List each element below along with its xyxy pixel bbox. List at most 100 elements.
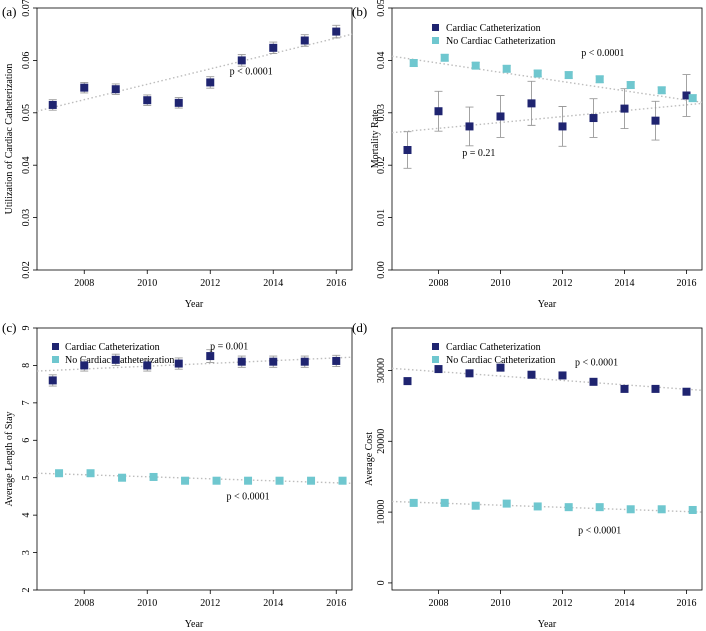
panel-d-series-cath-point <box>496 363 505 372</box>
panel-b-series-nocath-point <box>533 69 542 78</box>
panel-c-p-value: p < 0.0001 <box>226 491 269 502</box>
panel-a-plot: 2008 2010 2012 2014 2016 0.02 0.03 0.04 0.05 0.06… <box>21 0 353 289</box>
panel-d-series-nocath-point <box>564 503 573 512</box>
panel-a-series-cath-point <box>143 96 152 105</box>
panel-a-ytick-label: 0.03 <box>21 209 32 227</box>
panel-c-series-nocath-trend-line <box>36 472 353 485</box>
panel-c-xlabel: Year <box>185 619 204 630</box>
panel-a-series-cath-point <box>269 43 278 52</box>
panel-a-series-cath-point <box>111 85 120 94</box>
panel-d-legend-cath-label: Cardiac Catheterization <box>446 342 541 353</box>
panel-a-ylabel: Utilization of Cardiac Catheterization <box>4 64 15 215</box>
panel-d-legend-nocath-marker <box>432 356 439 363</box>
panel-c-series-nocath-point <box>338 476 347 485</box>
panel-d-ytick-label: 0 <box>376 580 387 585</box>
panel-b-legend-cath-marker <box>432 24 439 31</box>
panel-b-series-cath-point <box>465 122 474 131</box>
panel-a-series-cath-point <box>300 36 309 45</box>
panel-c-series-cath-trend-line <box>36 356 353 372</box>
panel-c-xtick-label: 2010 <box>137 598 157 609</box>
panel-c-p-value: p = 0.001 <box>210 342 248 353</box>
panel-b-series-cath-point <box>403 146 412 155</box>
panel-c-series-cath-point <box>111 355 120 364</box>
panel-b-series-nocath-point <box>409 59 418 68</box>
panel-d-xtick-label: 2016 <box>677 598 697 609</box>
panel-c-legend-nocath-marker <box>52 356 59 363</box>
panel-b-ytick-label: 0.05 <box>376 0 387 17</box>
panel-b: (b) Year Mortality Rate Cardiac Catheter… <box>352 0 703 310</box>
panel-b-p-value: p < 0.0001 <box>581 48 624 59</box>
panel-c-ytick-label: 2 <box>21 588 32 593</box>
panel-b-ytick-label: 0.00 <box>376 261 387 279</box>
panel-a-ytick-label: 0.06 <box>21 52 32 70</box>
panel-d-ytick-label: 30000 <box>376 358 387 383</box>
panel-a-series-cath-point <box>237 56 246 65</box>
panel-d-series-cath-point <box>620 384 629 393</box>
panel-c-ytick-label: 8 <box>21 363 32 368</box>
panel-a-frame <box>36 7 353 271</box>
panel-b-series-nocath-point <box>471 61 480 70</box>
panel-a-series-cath-point <box>80 83 89 92</box>
panel-b-ytick-label: 0.01 <box>376 209 387 227</box>
panel-c-legend-cath-marker <box>52 343 59 350</box>
panel-c-series-cath-point <box>269 357 278 366</box>
panel-c-ytick-label: 6 <box>21 438 32 443</box>
panel-c-series-cath-point <box>332 356 341 365</box>
panel-d-series-cath-point <box>589 377 598 386</box>
panel-d-frame <box>391 327 703 591</box>
panel-d-xtick-label: 2012 <box>553 598 573 609</box>
panel-d-series-cath-point <box>527 370 536 379</box>
panel-b-xtick-label: 2010 <box>491 278 511 289</box>
panel-d-xtick-label: 2010 <box>491 598 511 609</box>
panel-c-series-nocath-point <box>181 476 190 485</box>
panel-d-series-cath-point <box>434 365 443 374</box>
panel-c-series-cath-point <box>174 359 183 368</box>
panel-b-ytick-label: 0.02 <box>376 156 387 174</box>
panel-a-ytick-label: 0.04 <box>21 156 32 174</box>
panel-d-series-nocath-point <box>688 505 697 514</box>
panel-c-series-nocath-point <box>212 476 221 485</box>
panel-b-series-cath-point <box>434 107 443 116</box>
panel-a-xtick-label: 2010 <box>137 278 157 289</box>
panel-c-ytick-label: 9 <box>21 326 32 331</box>
panel-c-ytick-label: 5 <box>21 475 32 480</box>
panel-c-frame <box>36 327 353 591</box>
panel-a-xtick-label: 2008 <box>74 278 94 289</box>
panel-d-xtick-label: 2008 <box>429 598 449 609</box>
panel-c-series-cath-point <box>300 357 309 366</box>
panel-d-plot: 2008 2010 2012 2014 2016 0 10000 20000 30000 p < … <box>376 358 703 609</box>
panel-a-series-cath-point <box>206 78 215 87</box>
panel-c-ytick-label: 3 <box>21 550 32 555</box>
panel-b-series-nocath-point <box>595 75 604 84</box>
panel-c-series-nocath-point <box>307 476 316 485</box>
panel-d-series-cath-point <box>558 371 567 380</box>
panel-c-series-cath-point <box>48 376 57 385</box>
panel-c-xtick-label: 2012 <box>200 598 220 609</box>
panel-b-series-cath-point <box>620 104 629 113</box>
panel-c-plot: 2008 2010 2012 2014 2016 2 3 4 5 6 7 8 9 p = 0.001 p <… <box>21 326 353 609</box>
panel-d: (d) Year Average Cost Cardiac Catheteriz… <box>352 320 703 630</box>
panel-c-series-cath-point <box>80 361 89 370</box>
panel-c-ylabel: Average Length of Stay <box>4 411 15 506</box>
panel-b-xtick-label: 2014 <box>615 278 635 289</box>
panel-b-series-nocath-point <box>440 53 449 62</box>
panel-a-xtick-label: 2014 <box>263 278 283 289</box>
panel-d-p-value: p < 0.0001 <box>575 358 618 369</box>
panel-d-series-nocath-point <box>471 501 480 510</box>
panel-b-p-value: p = 0.21 <box>462 148 495 159</box>
panel-a-ytick-label: 0.05 <box>21 104 32 122</box>
panel-c-ytick-label: 4 <box>21 513 32 518</box>
panel-d-legend-nocath-label: No Cardiac Catheterization <box>446 355 555 366</box>
panel-d-series-nocath-point <box>440 498 449 507</box>
panel-b-series-nocath-point <box>502 64 511 73</box>
panel-b-label: (b) <box>352 4 367 19</box>
panel-c-xtick-label: 2016 <box>326 598 346 609</box>
panel-b-ytick-label: 0.03 <box>376 104 387 122</box>
panel-b-series-cath-point <box>651 116 660 125</box>
panel-c-xtick-label: 2008 <box>74 598 94 609</box>
panel-d-p-value: p < 0.0001 <box>578 525 621 536</box>
panel-b-legend-cath-label: Cardiac Catheterization <box>446 23 541 34</box>
panel-d-series-nocath-point <box>533 502 542 511</box>
panel-d-series-nocath-trend-line <box>391 500 703 513</box>
